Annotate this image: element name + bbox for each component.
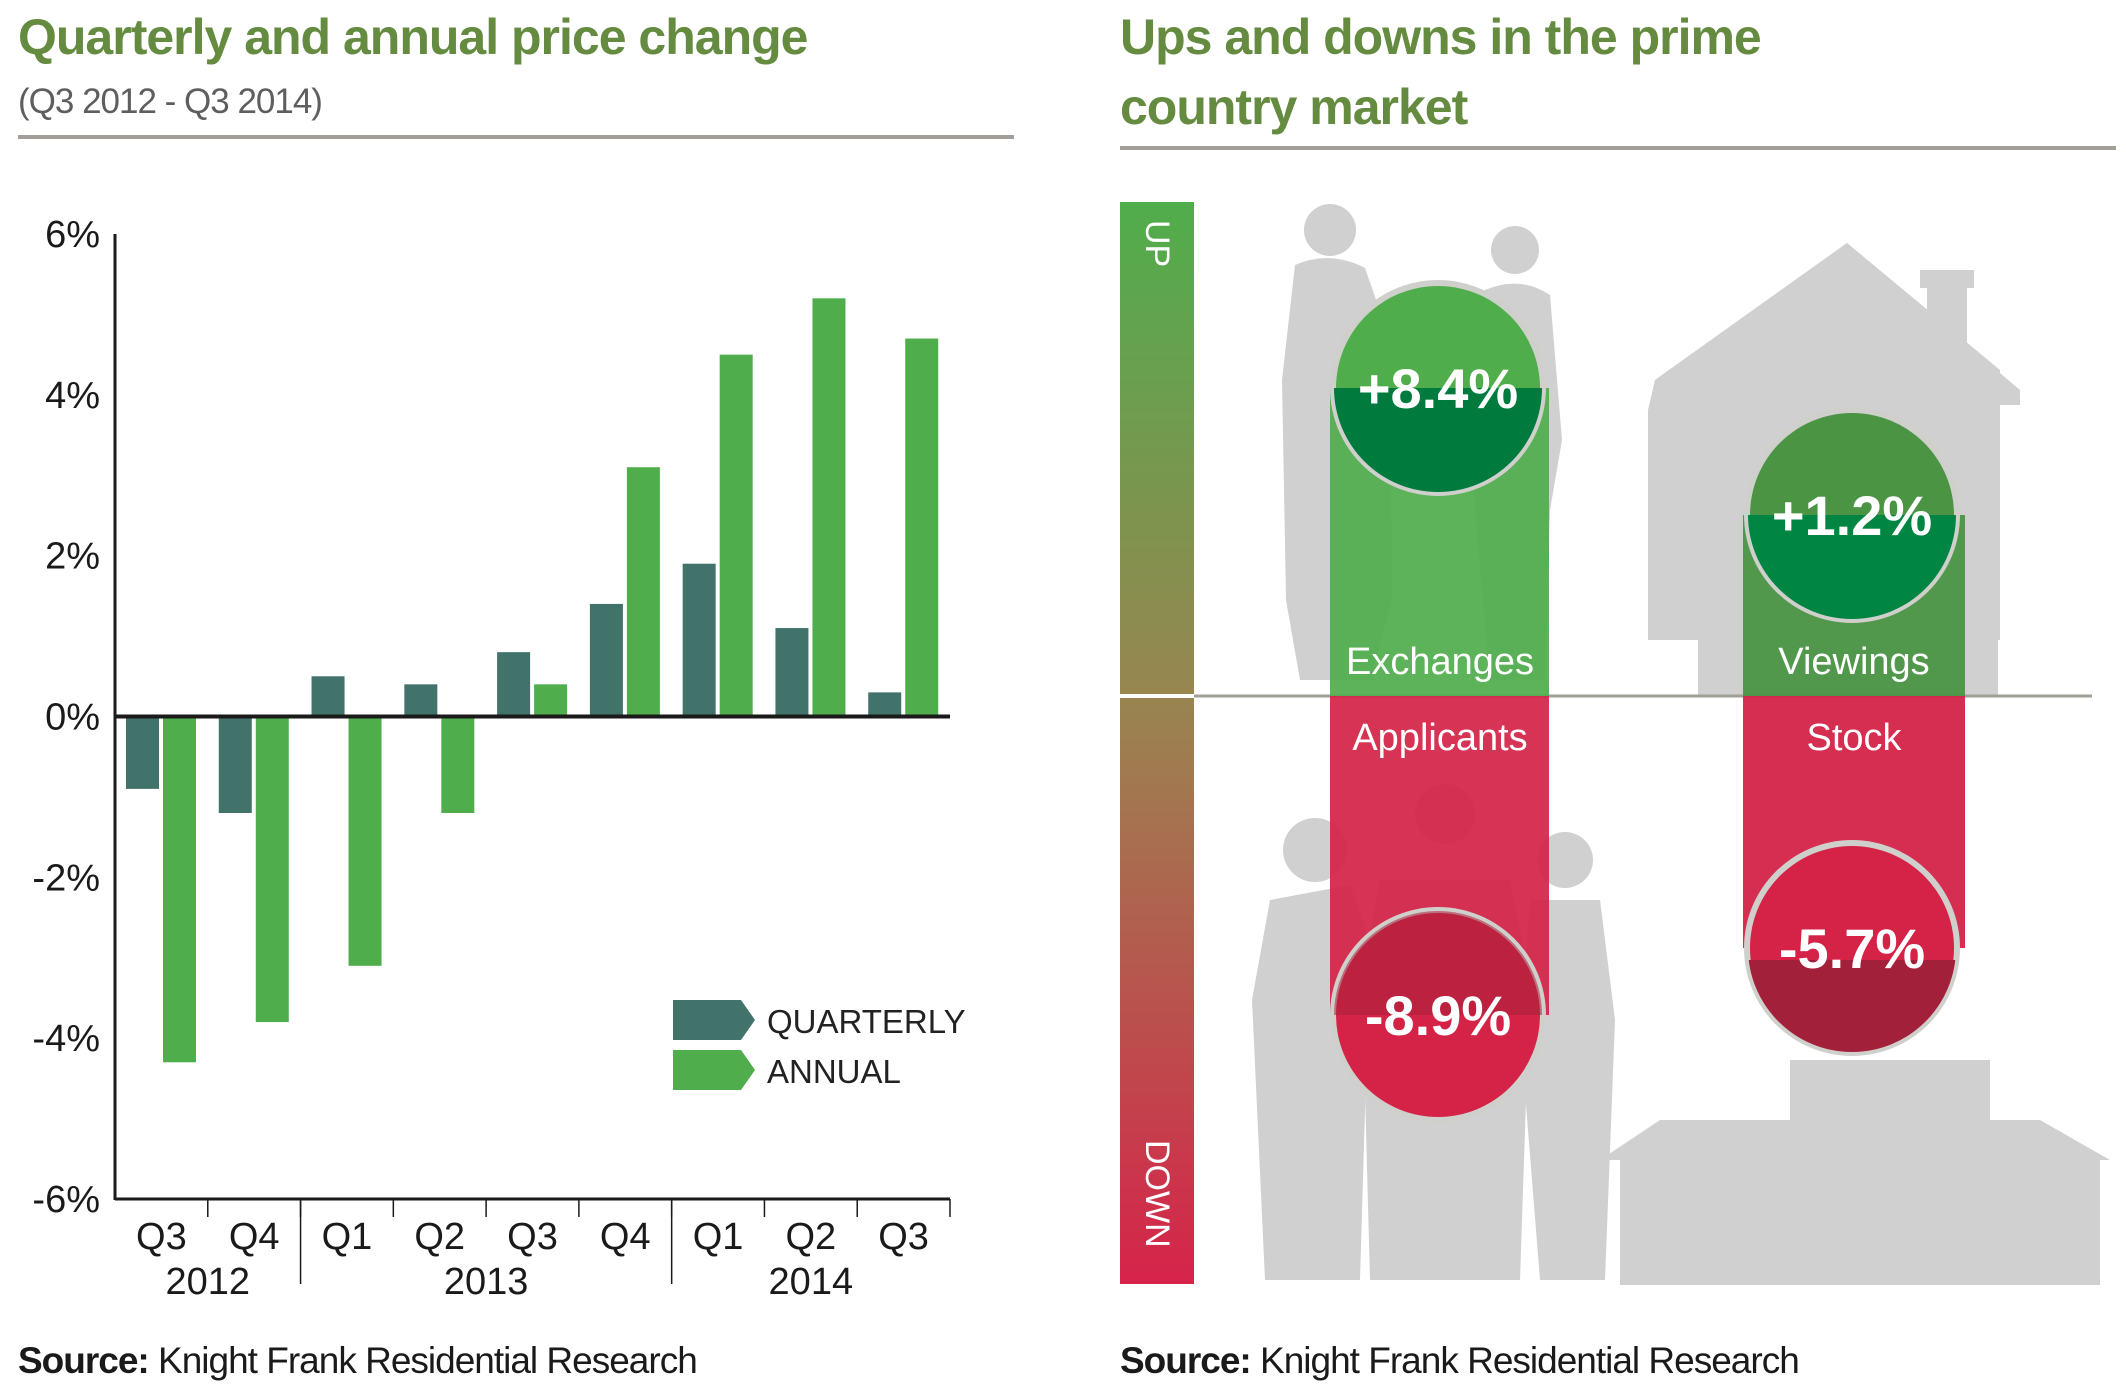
chart-title: Quarterly and annual price change [18,9,808,65]
y-tick-label: 4% [45,375,100,417]
bar-annual-6 [719,354,753,717]
bar-chart: 6%4%2%0%-2%-4%-6% Q3 Q4 Q1 Q2 Q3 Q4 Q1 Q2 Q32012… [32,214,966,1303]
right-source: Source: Knight Frank Residential Researc… [1120,1340,1800,1382]
x-tick-label: Q3 [878,1216,929,1258]
bar-annual-5 [626,467,660,717]
bar-annual-2 [348,716,382,966]
down-label: DOWN [1138,1140,1176,1248]
y-tick-label: -4% [32,1018,100,1060]
bar-annual-8 [905,338,939,717]
bar-annual-0 [163,716,196,1063]
applicants-value: -8.9% [1365,984,1511,1047]
chart-subtitle: (Q3 2012 - Q3 2014) [18,82,323,121]
x-tick-label: Q1 [322,1216,373,1258]
x-tick-label: Q4 [600,1216,651,1258]
up-label: UP [1138,220,1176,267]
source-label: Source: [1120,1340,1252,1381]
y-tick-label: 0% [45,697,100,739]
bar-annual-7 [812,298,846,717]
year-label: 2012 [166,1261,251,1303]
legend-label-quarterly: QUARTERLY [767,1003,966,1040]
y-tick-label: 2% [45,536,100,578]
y-tick-label: -6% [32,1179,100,1221]
exchanges-value: +8.4% [1358,357,1518,420]
exchanges-label: Exchanges [1346,641,1534,683]
applicants-label: Applicants [1352,717,1527,759]
year-label: 2013 [444,1261,529,1303]
bar-quarterly-1 [218,716,252,813]
infographic-title-line2: country market [1120,79,1468,135]
viewings-label: Viewings [1778,641,1929,683]
bar-quarterly-6 [682,563,716,717]
source-text: Knight Frank Residential Research [1250,1340,1800,1381]
bar-quarterly-8 [868,692,902,717]
x-tick-label: Q2 [414,1216,465,1258]
bar-quarterly-2 [311,676,345,717]
source-text: Knight Frank Residential Research [148,1340,698,1381]
x-tick-label: Q3 [136,1216,187,1258]
x-tick-label: Q2 [785,1216,836,1258]
bar-annual-3 [441,716,475,813]
bar-quarterly-3 [404,684,438,717]
bar-annual-4 [534,684,568,717]
legend-label-annual: ANNUAL [767,1053,901,1090]
left-source: Source: Knight Frank Residential Researc… [18,1340,698,1382]
bar-quarterly-7 [775,628,809,717]
viewings-value: +1.2% [1772,484,1932,547]
legend-swatch-quarterly [673,1000,755,1040]
year-label: 2014 [769,1261,854,1303]
stock-value: -5.7% [1779,917,1925,980]
y-tick-label: 6% [45,214,100,256]
exchanges-circle [1330,280,1546,496]
x-tick-label: Q4 [229,1216,280,1258]
bar-quarterly-5 [589,603,623,717]
legend-swatch-annual [673,1050,755,1090]
infographic-title-line1: Ups and downs in the prime [1120,9,1762,65]
bar-annual-1 [255,716,289,1023]
left-header-rule [18,135,1014,139]
source-label: Source: [18,1340,150,1381]
y-tick-label: -2% [32,857,100,899]
viewings-circle [1744,407,1960,623]
bar-quarterly-4 [497,652,531,717]
stock-label: Stock [1806,717,1902,759]
up-down-gradient-bar [1120,202,1194,1284]
legend: QUARTERLY ANNUAL [673,1000,966,1090]
stock-circle [1744,840,1960,1056]
x-tick-label: Q1 [693,1216,744,1258]
bar-quarterly-0 [126,716,159,789]
mansion-silhouette [1600,1060,2110,1285]
x-tick-label: Q3 [507,1216,558,1258]
right-header-rule [1120,146,2116,150]
ups-downs-infographic: UP DOWN [1120,202,2110,1285]
